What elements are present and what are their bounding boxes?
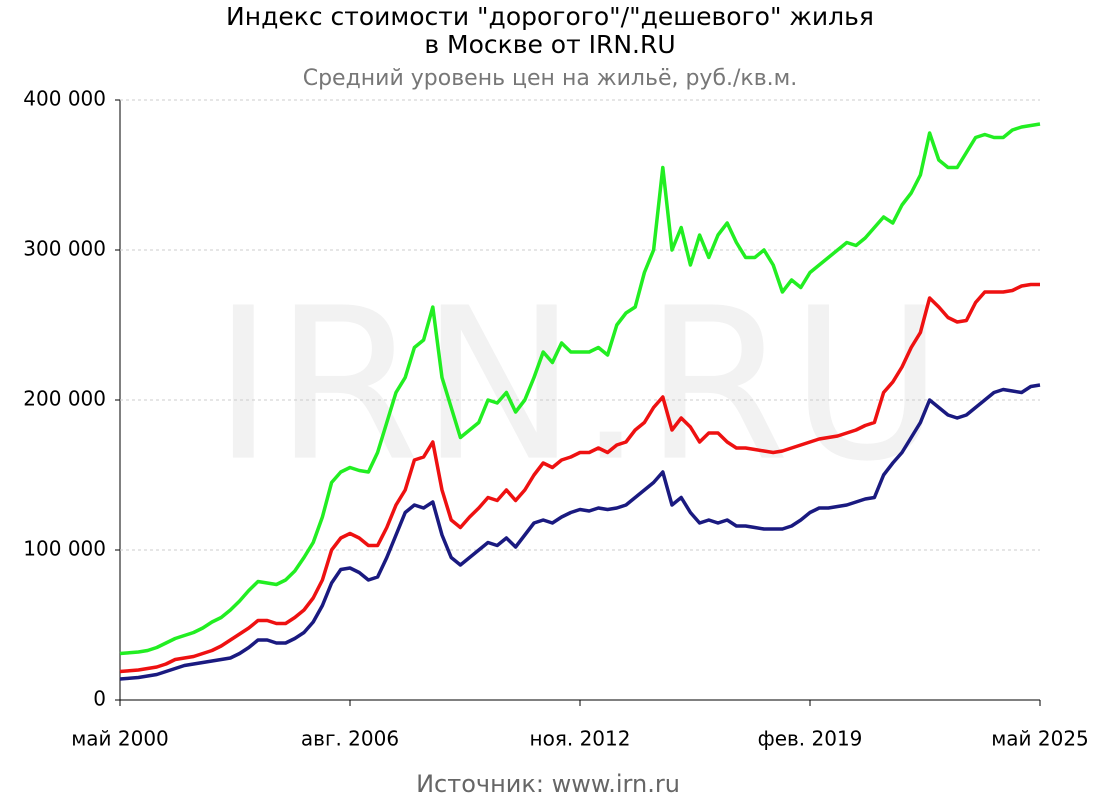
y-tick-label: 300 000 (23, 237, 106, 261)
x-tick-label: май 2000 (71, 727, 169, 751)
x-tick-label: май 2025 (991, 727, 1089, 751)
source: Источник: www.irn.ru (416, 770, 680, 798)
x-tick-label: фев. 2019 (758, 727, 863, 751)
y-tick-label: 400 000 (23, 87, 106, 111)
series-line (119, 282, 1040, 674)
x-tick-label: ноя. 2012 (530, 727, 631, 751)
y-tick-label: 100 000 (23, 537, 106, 561)
series-line (119, 122, 1041, 656)
y-tick-label: 200 000 (23, 387, 106, 411)
y-tick-label: 0 (93, 687, 106, 711)
chart-subtitle: Средний уровень цен на жильё, руб./кв.м. (303, 66, 798, 91)
chart-title: в Москве от IRN.RU (424, 30, 675, 59)
chart-title: Индекс стоимости "дорогого"/"дешевого" ж… (226, 2, 874, 31)
watermark: IRN.RU (212, 263, 943, 508)
x-tick-label: авг. 2006 (301, 727, 399, 751)
series-line (119, 383, 1041, 681)
